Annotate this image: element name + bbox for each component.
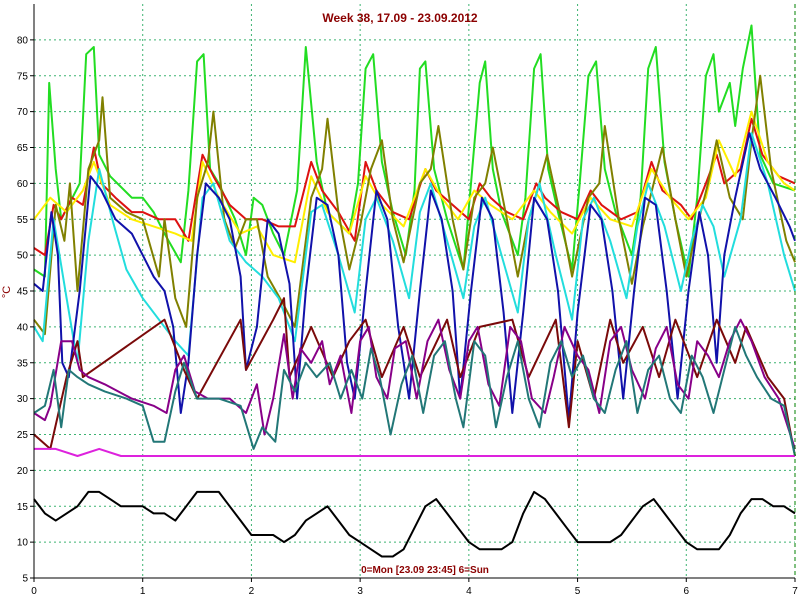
y-tick-label: 15 xyxy=(17,502,29,513)
y-tick-label: 5 xyxy=(22,574,28,585)
x-tick-label: 5 xyxy=(575,586,581,597)
y-tick-label: 75 xyxy=(17,71,29,82)
y-tick-label: 70 xyxy=(17,107,29,118)
y-tick-label: 30 xyxy=(17,394,29,405)
series-line-2 xyxy=(33,117,796,257)
y-tick-label: 45 xyxy=(17,287,29,298)
series-line-4 xyxy=(33,74,796,336)
y-tick-label: 60 xyxy=(17,179,29,190)
y-tick-label: 80 xyxy=(17,35,29,46)
y-axis-label: °C xyxy=(1,286,13,298)
series-line-3 xyxy=(33,110,796,264)
series-line-6 xyxy=(33,132,796,422)
x-tick-label: 6 xyxy=(684,586,690,597)
y-tick-label: 55 xyxy=(17,215,29,226)
x-tick-label: 3 xyxy=(357,586,363,597)
y-tick-label: 25 xyxy=(17,430,29,441)
series-layer xyxy=(33,24,796,558)
series-line-11 xyxy=(33,490,796,558)
x-tick-label: 0 xyxy=(31,586,37,597)
x-tick-label: 4 xyxy=(466,586,472,597)
series-line-10 xyxy=(34,447,795,457)
x-axis-label: 0=Mon [23.09 23:45] 6=Sun xyxy=(361,565,489,576)
x-tick-label: 2 xyxy=(249,586,255,597)
x-tick-label: 7 xyxy=(792,586,798,597)
y-tick-label: 35 xyxy=(17,358,29,369)
series-line-9 xyxy=(33,325,796,457)
y-tick-label: 65 xyxy=(17,143,29,154)
y-tick-label: 50 xyxy=(17,251,29,262)
x-tick-label: 1 xyxy=(140,586,146,597)
series-line-5 xyxy=(33,132,796,364)
y-tick-label: 10 xyxy=(17,538,29,549)
y-tick-label: 40 xyxy=(17,322,29,333)
series-line-8 xyxy=(33,318,796,450)
chart-title: Week 38, 17.09 - 23.09.2012 xyxy=(322,11,478,25)
y-tick-label: 20 xyxy=(17,466,29,477)
